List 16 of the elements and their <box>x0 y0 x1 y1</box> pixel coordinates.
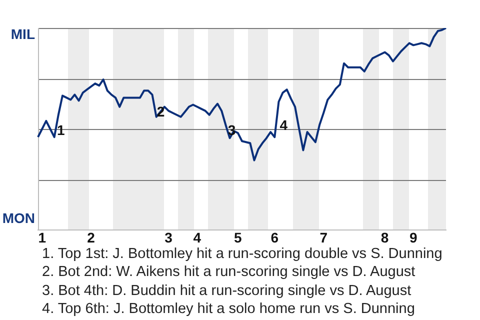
x-tick-label: 6 <box>270 229 279 246</box>
text: MON <box>2 210 35 226</box>
text: 4. Top 6th: J. Bottomley hit a solo home run vs S. Dunning <box>42 300 416 318</box>
x-tick-label: 2 <box>87 229 96 246</box>
x-tick-label: 1 <box>38 229 46 246</box>
annotation: 4 <box>280 116 288 133</box>
text: 3. Bot 4th: D. Buddin hit a run-scoring single vs D. August <box>42 282 412 300</box>
x-tick-label: 7 <box>320 229 328 246</box>
x-tick-label: 8 <box>380 229 389 246</box>
text: 2. Bot 2nd: W. Aikens hit a run-scoring single vs D. August <box>42 263 416 282</box>
text: MIL <box>10 26 36 42</box>
x-tick-label: 3 <box>164 229 173 246</box>
x-tick-label: 9 <box>409 229 418 246</box>
x-tick-label: 5 <box>234 229 242 246</box>
text: 1. Top 1st: J. Bottomley hit a run-scoring double vs S. Dunning <box>42 245 442 264</box>
x-tick-label: 4 <box>193 229 202 246</box>
